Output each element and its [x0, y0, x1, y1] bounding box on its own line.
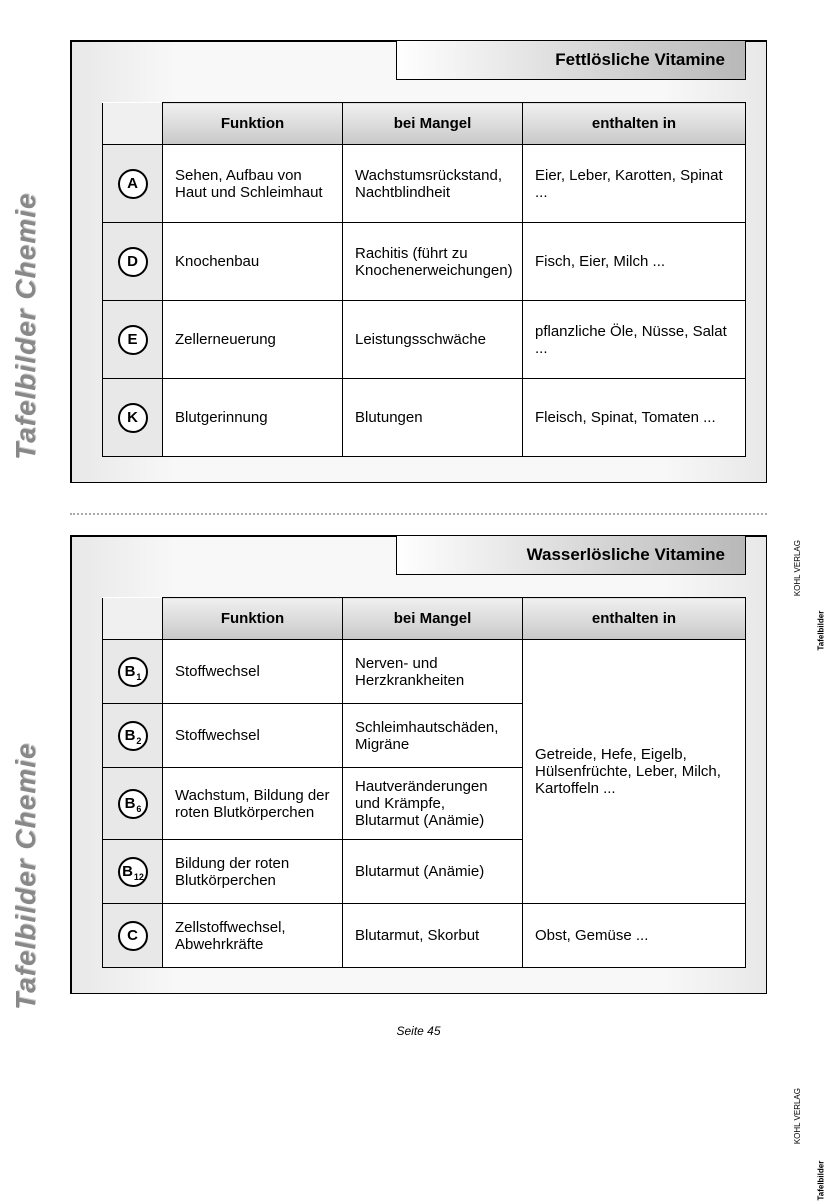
cell-funktion: Blutgerinnung	[163, 379, 343, 457]
col-funktion: Funktion	[163, 598, 343, 640]
vitamin-badge: B2	[118, 721, 148, 751]
vitamin-badge: A	[118, 169, 148, 199]
panel-divider	[70, 513, 767, 515]
col-funktion: Funktion	[163, 103, 343, 145]
cell-funktion: Zellerneuerung	[163, 301, 343, 379]
panel-wasserloeslich: Wasserlösliche Vitamine Funktion bei Man…	[70, 535, 767, 994]
table-row: C Zellstoffwechsel, Abwehrkräfte Blutarm…	[103, 904, 746, 968]
table-wasserloeslich: Funktion bei Mangel enthalten in B1 Stof…	[102, 597, 746, 968]
cell-mangel: Blutarmut (Anämie)	[343, 840, 523, 904]
cell-mangel: Wachstumsrückstand, Nachtblindheit	[343, 145, 523, 223]
panel-title-2: Wasserlösliche Vitamine	[396, 535, 746, 575]
col-enthalten: enthalten in	[523, 598, 746, 640]
cell-mangel: Nerven- und Herzkrankheiten	[343, 640, 523, 704]
side-publisher-2: Tafelbilder für den Chemieunterricht – B…	[817, 1040, 827, 1201]
table-fettloeslich: Funktion bei Mangel enthalten in A Sehen…	[102, 102, 746, 457]
side-publisher-1: Tafelbilder für den Chemieunterricht – B…	[817, 490, 827, 651]
panel-title-1: Fettlösliche Vitamine	[396, 40, 746, 80]
table-row: B1 Stoffwechsel Nerven- und Herzkrankhei…	[103, 640, 746, 704]
cell-enthalten: Obst, Gemüse ...	[523, 904, 746, 968]
cell-funktion: Zellstoffwechsel, Abwehrkräfte	[163, 904, 343, 968]
cell-mangel: Leistungsschwäche	[343, 301, 523, 379]
cell-enthalten: Fisch, Eier, Milch ...	[523, 223, 746, 301]
cell-funktion: Sehen, Aufbau von Haut und Schleimhaut	[163, 145, 343, 223]
side-title-2: Tafelbilder Chemie	[10, 970, 42, 1010]
panel-fettloeslich: Fettlösliche Vitamine Funktion bei Mange…	[70, 40, 767, 483]
side-title-1: Tafelbilder Chemie	[10, 420, 42, 460]
cell-enthalten: pflanzliche Öle, Nüsse, Salat ...	[523, 301, 746, 379]
vitamin-badge: B1	[118, 657, 148, 687]
table-row: A Sehen, Aufbau von Haut und Schleimhaut…	[103, 145, 746, 223]
cell-funktion: Stoffwechsel	[163, 704, 343, 768]
vitamin-badge: E	[118, 325, 148, 355]
publisher-line1: Tafelbilder	[817, 1161, 826, 1201]
col-mangel: bei Mangel	[343, 103, 523, 145]
cell-funktion: Bildung der roten Blutkörperchen	[163, 840, 343, 904]
page-number: Seite 45	[70, 1024, 767, 1038]
table-row: K Blutgerinnung Blutungen Fleisch, Spina…	[103, 379, 746, 457]
cell-enthalten: Fleisch, Spinat, Tomaten ...	[523, 379, 746, 457]
table-corner	[103, 598, 163, 640]
vitamin-badge: K	[118, 403, 148, 433]
cell-enthalten-merged: Getreide, Hefe, Eigelb, Hülsenfrüchte, L…	[523, 640, 746, 904]
publisher-logo-1: KOHL VERLAG	[793, 540, 802, 596]
publisher-logo-2: KOHL VERLAG	[793, 1088, 802, 1144]
vitamin-badge: C	[118, 921, 148, 951]
vitamin-badge: D	[118, 247, 148, 277]
table-corner	[103, 103, 163, 145]
cell-funktion: Knochenbau	[163, 223, 343, 301]
cell-funktion: Wachstum, Bildung der roten Blutkörperch…	[163, 768, 343, 840]
cell-funktion: Stoffwechsel	[163, 640, 343, 704]
col-enthalten: enthalten in	[523, 103, 746, 145]
cell-enthalten: Eier, Leber, Karotten, Spinat ...	[523, 145, 746, 223]
cell-mangel: Rachitis (führt zu Knochenerweichungen)	[343, 223, 523, 301]
cell-mangel: Schleimhautschäden, Migräne	[343, 704, 523, 768]
cell-mangel: Blutarmut, Skorbut	[343, 904, 523, 968]
col-mangel: bei Mangel	[343, 598, 523, 640]
table-row: D Knochenbau Rachitis (führt zu Knochene…	[103, 223, 746, 301]
publisher-line1: Tafelbilder	[817, 611, 826, 651]
cell-mangel: Hautveränderungen und Krämpfe, Blutarmut…	[343, 768, 523, 840]
cell-mangel: Blutungen	[343, 379, 523, 457]
vitamin-badge: B12	[118, 857, 148, 887]
table-row: E Zellerneuerung Leistungsschwäche pflan…	[103, 301, 746, 379]
vitamin-badge: B6	[118, 789, 148, 819]
